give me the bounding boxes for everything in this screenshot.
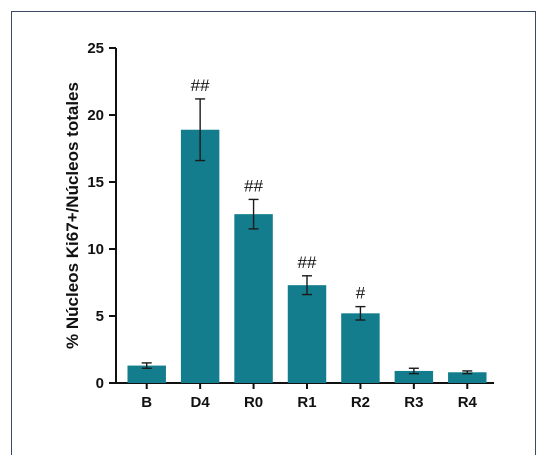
x-tick-label-R3: R3 [404, 394, 423, 411]
x-tick-label-B: B [141, 394, 152, 411]
significance-label-R2: # [356, 284, 366, 303]
bars: ####### [127, 76, 487, 383]
bar-D4 [180, 129, 220, 383]
bar-R2 [341, 313, 380, 383]
significance-label-R1: ## [298, 253, 317, 272]
significance-label-D4: ## [191, 76, 210, 95]
bar-R1 [287, 285, 327, 383]
x-tick-label-D4: D4 [191, 394, 211, 411]
y-tick-label: 15 [87, 174, 104, 191]
y-tick-label: 25 [87, 40, 104, 57]
x-tick-label-R2: R2 [351, 394, 370, 411]
significance-label-R0: ## [244, 176, 263, 195]
x-tick-label-R1: R1 [297, 394, 316, 411]
bar-R3 [394, 370, 434, 383]
y-axis-label: % Núcleos Ki67+/Núcleos totales [63, 82, 82, 349]
x-tick-label-R4: R4 [458, 394, 478, 411]
y-tick-label: 5 [96, 308, 104, 325]
figure-frame [11, 11, 536, 455]
bar-R0 [234, 214, 273, 383]
bar-R4 [448, 372, 487, 383]
y-tick-label: 0 [96, 375, 104, 392]
y-tick-label: 20 [87, 107, 104, 124]
x-axis: B D4 R0 R1 R2 R3 R4 [115, 382, 494, 411]
y-tick-label: 10 [87, 241, 104, 258]
x-tick-label-R0: R0 [244, 394, 263, 411]
y-axis: 0 5 10 15 20 25 [87, 40, 117, 392]
bar-B [127, 365, 166, 383]
